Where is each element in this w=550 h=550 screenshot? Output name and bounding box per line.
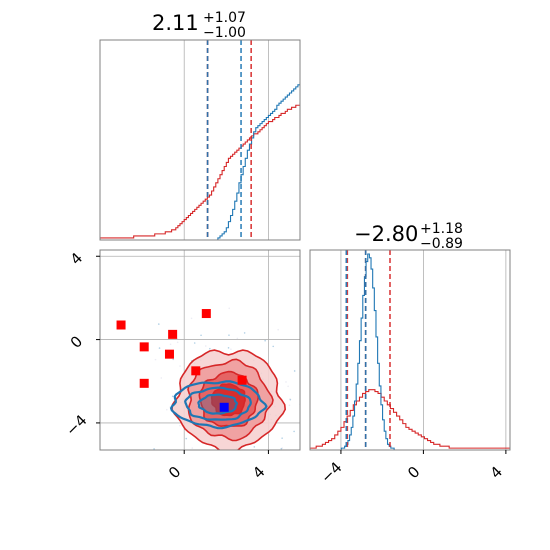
background-sample <box>281 437 283 439</box>
background-sample <box>288 404 291 407</box>
background-sample <box>285 381 287 383</box>
marker-square <box>201 309 211 319</box>
background-sample <box>228 334 230 336</box>
background-sample <box>253 446 256 448</box>
marker-truth <box>219 402 229 412</box>
y-tick-label: −4 <box>62 411 90 439</box>
background-sample <box>204 345 207 347</box>
quantile-lines-top-left <box>206 40 252 240</box>
background-sample <box>158 347 161 349</box>
background-sample <box>277 328 279 331</box>
title-bottom-right: −2.80 <box>354 222 418 246</box>
background-sample <box>289 398 291 400</box>
background-sample <box>244 461 246 463</box>
y-tick-label: 0 <box>67 332 86 351</box>
background-sample <box>230 348 232 350</box>
background-sample <box>171 395 174 398</box>
background-sample <box>215 461 217 463</box>
x-tick-label: 0 <box>165 463 184 482</box>
title-bottom-right-upper: +1.18 <box>420 221 463 237</box>
background-sample <box>293 430 295 433</box>
title-top-left-upper: +1.07 <box>203 10 246 26</box>
histogram-step-red <box>100 102 300 240</box>
marker-square <box>237 375 247 385</box>
frame-bottom-left <box>99 249 301 451</box>
background-sample <box>179 424 181 427</box>
background-sample <box>208 460 210 462</box>
grid-bottom-right <box>340 250 507 450</box>
title-top-left-lower: −1.00 <box>203 25 246 41</box>
frame-top-left <box>99 39 301 241</box>
background-sample <box>280 447 283 450</box>
x-tick-label: 4 <box>487 463 506 482</box>
marker-square <box>139 378 149 388</box>
histogram-step-blue <box>310 253 508 450</box>
background-sample <box>227 347 230 349</box>
background-sample <box>157 323 160 325</box>
histogram-step-red <box>310 389 510 450</box>
marker-square <box>191 366 201 376</box>
marker-square <box>139 342 149 352</box>
background-sample <box>235 459 237 461</box>
background-sample <box>185 437 188 440</box>
background-sample <box>293 370 296 372</box>
background-sample <box>166 408 168 411</box>
marker-square <box>164 349 174 359</box>
markers-bottom-left <box>116 309 247 412</box>
background-sample <box>154 358 157 361</box>
histogram-top-left <box>100 82 300 240</box>
background-sample <box>179 365 181 367</box>
background-sample <box>243 332 246 334</box>
background-sample <box>236 337 239 340</box>
panel-bottom-right: −2.80 +1.18 −0.89 −4 0 4 <box>309 221 511 487</box>
background-sample <box>84 389 86 391</box>
background-sample <box>190 317 193 320</box>
quantile-lines-bottom-right <box>345 250 391 450</box>
background-sample <box>153 448 155 450</box>
grid-top-left <box>183 40 269 240</box>
histogram-step-blue <box>100 82 300 240</box>
background-sample <box>228 307 231 310</box>
background-sample <box>287 385 289 388</box>
background-sample <box>193 342 196 344</box>
x-ticks-bottom-right: −4 0 4 <box>317 450 507 487</box>
background-sample <box>221 473 223 475</box>
panel-top-left: 2.11 +1.07 −1.00 <box>99 10 301 241</box>
title-top-left: 2.11 <box>152 11 199 35</box>
background-sample <box>200 334 202 337</box>
y-tick-label: 4 <box>67 249 86 268</box>
background-sample <box>191 447 194 449</box>
background-sample <box>264 339 266 342</box>
background-sample <box>172 358 175 361</box>
frame-bottom-right <box>309 249 511 451</box>
background-sample <box>209 347 211 350</box>
background-sample <box>216 462 218 464</box>
x-tick-label: −4 <box>317 458 345 486</box>
contour-level-blue <box>197 393 239 415</box>
contour-level-blue <box>184 386 252 421</box>
marker-square <box>116 320 126 330</box>
x-tick-label: 0 <box>404 463 423 482</box>
x-tick-label: 4 <box>249 463 268 482</box>
background-sample <box>268 434 270 437</box>
background-sample <box>222 452 224 454</box>
background-sample <box>272 345 275 348</box>
background-sample <box>289 398 292 401</box>
histogram-bottom-right <box>310 253 510 450</box>
background-sample <box>176 341 179 344</box>
y-ticks-bottom-left: 4 0 −4 <box>62 249 100 440</box>
background-sample <box>230 496 232 498</box>
background-sample <box>169 343 172 346</box>
background-sample <box>160 377 163 379</box>
background-sample <box>281 447 284 449</box>
marker-square <box>168 329 178 339</box>
title-bottom-right-lower: −0.89 <box>420 236 463 252</box>
